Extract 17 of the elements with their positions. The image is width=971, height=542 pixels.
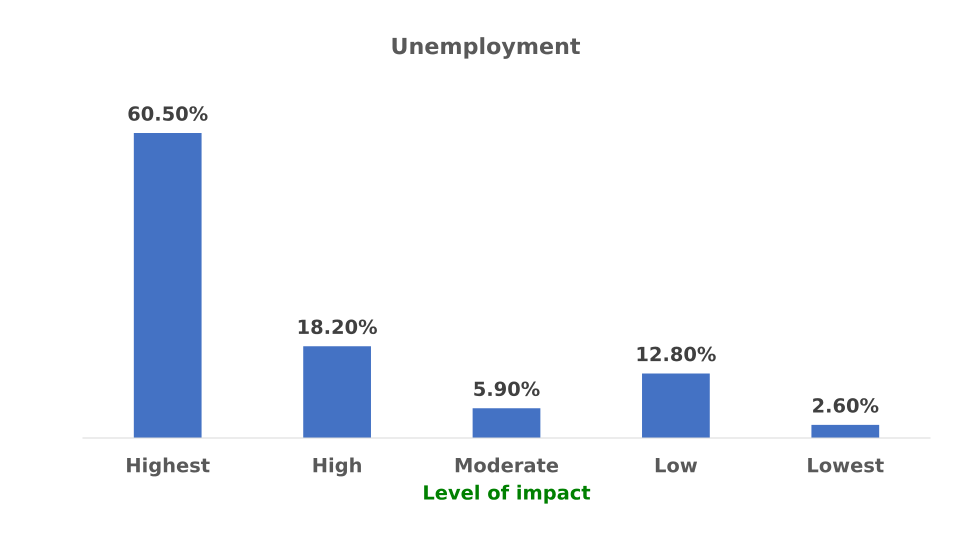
x-tick-label: Low [656,458,698,472]
data-label: 60.50% [128,106,208,121]
data-label: 18.20% [298,319,377,334]
x-tick-label: High [314,457,361,476]
chart-title: Unemployment [392,37,580,59]
bar [134,133,202,438]
x-tick-label: Highest [127,457,210,476]
x-axis-title: Level of impact [424,484,590,504]
x-tick-label: Moderate [456,457,558,472]
bar [642,373,710,438]
data-label: 12.80% [638,346,716,362]
bar [472,408,540,438]
bar [811,424,880,438]
bar [303,346,371,438]
data-label: 2.60% [813,398,878,413]
x-tick-label: Lowest [808,458,884,472]
data-label: 5.90% [474,381,540,396]
